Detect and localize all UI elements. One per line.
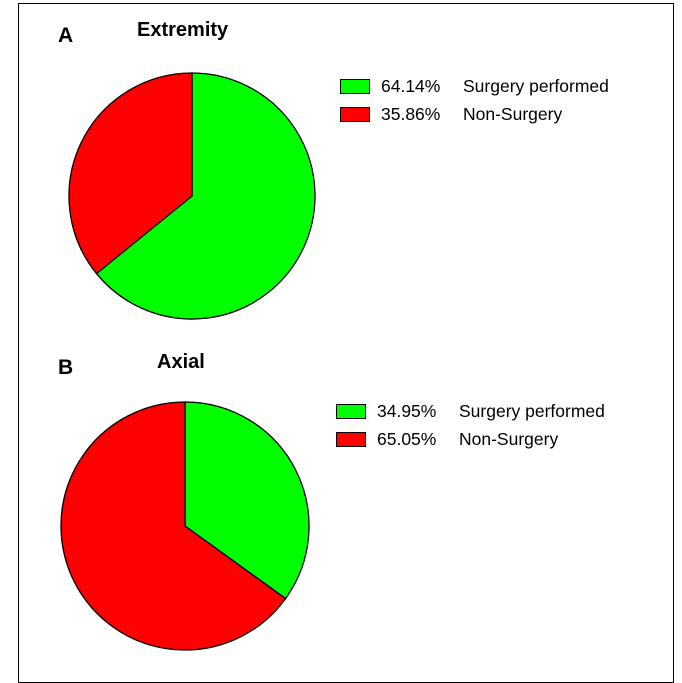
- chart-title: Extremity: [137, 19, 229, 41]
- legend: 64.14% Surgery performed 35.86% Non-Surgery: [340, 72, 609, 128]
- legend-swatch: [336, 403, 366, 419]
- legend-item: 35.86% Non-Surgery: [340, 100, 609, 128]
- panel-b: B Axial 34.95% Surgery performed 65.05% Non…: [0, 326, 682, 651]
- pie-slice-non-surgery: [60, 401, 287, 651]
- legend-percent: 35.86%: [381, 103, 441, 124]
- legend-item: 65.05% Non-Surgery: [336, 425, 605, 453]
- legend: 34.95% Surgery performed 65.05% Non-Surgery: [336, 397, 605, 453]
- legend-swatch: [340, 106, 370, 122]
- chart-title: Axial: [157, 351, 205, 373]
- panel-letter: B: [58, 356, 74, 379]
- panel-a: A Extremity 64.14% Surgery performed 35.86…: [0, 0, 682, 320]
- panel-letter: A: [58, 24, 74, 47]
- legend-percent: 34.95%: [377, 400, 437, 421]
- legend-label: Surgery performed: [459, 400, 605, 421]
- legend-percent: 64.14%: [381, 75, 441, 96]
- legend-swatch: [336, 431, 366, 447]
- pie-chart: [68, 72, 316, 320]
- pie-slice-non-surgery: [68, 72, 193, 275]
- pie-chart: [60, 401, 310, 651]
- legend-label: Non-Surgery: [459, 428, 559, 449]
- legend-swatch: [340, 78, 370, 94]
- pie-slice-surgery-performed: [95, 72, 316, 320]
- legend-item: 34.95% Surgery performed: [336, 397, 605, 425]
- legend-label: Non-Surgery: [463, 103, 563, 124]
- pie-slice-surgery-performed: [184, 401, 310, 600]
- legend-label: Surgery performed: [463, 75, 609, 96]
- legend-percent: 65.05%: [377, 428, 437, 449]
- legend-item: 64.14% Surgery performed: [340, 72, 609, 100]
